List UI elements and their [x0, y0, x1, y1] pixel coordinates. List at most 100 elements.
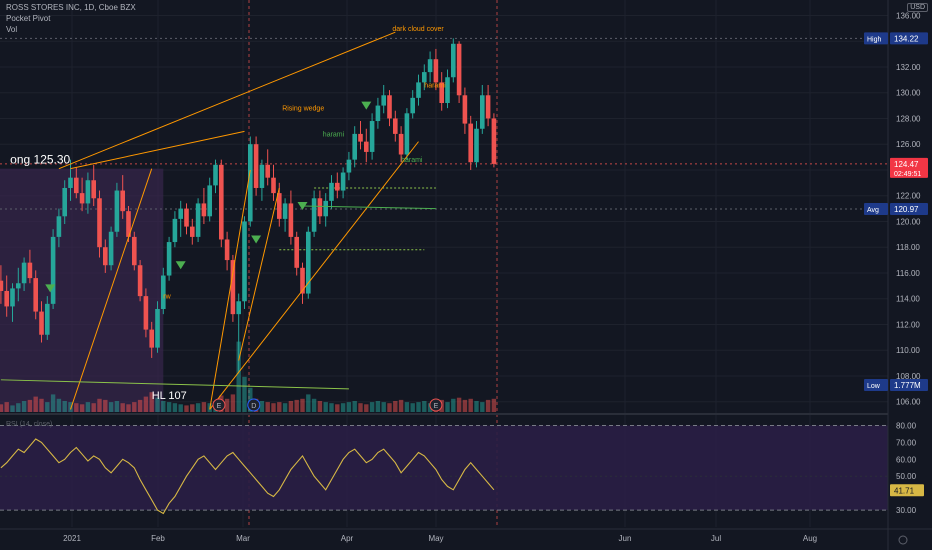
candle-body [462, 95, 468, 124]
date-tick-label: Apr [341, 534, 354, 543]
event-marker-label: E [217, 403, 222, 410]
volume-bar [224, 398, 230, 412]
candle [422, 64, 427, 91]
rsi-tick-label: 30.00 [896, 506, 917, 515]
volume-bar [311, 398, 317, 412]
candle-body [56, 216, 62, 237]
candle [161, 267, 166, 315]
pocket-pivot-marker [175, 261, 186, 270]
volume-bar [108, 402, 114, 412]
price-tick-label: 106.00 [896, 398, 921, 407]
candle-body [230, 260, 236, 315]
candle [137, 260, 143, 302]
currency-badge[interactable]: USD [907, 3, 928, 12]
price-tick-label: 136.00 [896, 11, 921, 20]
volume-bar [184, 405, 189, 412]
candle [230, 254, 236, 322]
candle [195, 198, 201, 243]
volume-bar [190, 404, 195, 412]
candle [364, 128, 369, 163]
candle [114, 182, 120, 237]
volume-bar [410, 403, 415, 412]
event-marker-label: E [434, 403, 439, 410]
volume-bar [375, 401, 381, 412]
candle-body [369, 121, 375, 152]
candle [456, 41, 462, 103]
candle-body [445, 77, 450, 103]
candle [91, 164, 96, 206]
candle [485, 84, 491, 127]
event-marker-circle [429, 398, 443, 412]
candle-body [39, 311, 44, 335]
price-tick-label: 120.00 [896, 217, 921, 226]
candle [120, 175, 125, 219]
trend-line [0, 379, 349, 390]
price-tick-label: 116.00 [896, 269, 920, 278]
candle [248, 136, 253, 227]
volume-bar [445, 402, 450, 412]
candle [132, 231, 137, 271]
candle-body [335, 182, 340, 191]
trend-line [238, 187, 280, 361]
candle [404, 108, 410, 160]
candle-body [311, 198, 317, 232]
candle [259, 159, 265, 201]
price-tick-label: 112.00 [896, 320, 920, 329]
volume-bar [39, 398, 44, 412]
event-marker: D [247, 398, 261, 412]
symbol-title: ROSS STORES INC, 1D, Cboe BZX [6, 3, 136, 12]
candle-body [224, 239, 230, 261]
candle [74, 167, 79, 199]
pocket-pivot-marker [45, 284, 56, 293]
price-badge-value-bg [890, 378, 928, 391]
candle-body [219, 164, 224, 240]
candle-body [277, 193, 282, 219]
volume-bar [404, 402, 410, 412]
candle [16, 267, 21, 302]
candle [369, 113, 375, 160]
candle-body [427, 59, 433, 73]
volume-bar [416, 402, 421, 412]
candle [340, 167, 346, 199]
candle-body [27, 262, 33, 279]
candle [103, 239, 108, 273]
candle-body [126, 211, 131, 237]
candle-body [91, 180, 96, 199]
volume-bar [468, 398, 473, 412]
candle [21, 257, 27, 291]
volume-bar [456, 397, 462, 412]
volume-bar [329, 403, 334, 412]
candle [253, 136, 259, 196]
candle [45, 296, 50, 340]
price-badge-label: Low [867, 383, 881, 390]
candle-body [114, 190, 120, 232]
candle-body [456, 43, 462, 96]
chart-annotation: harami [323, 131, 345, 138]
candle-body [451, 43, 456, 78]
candle-body [149, 329, 154, 348]
candle-body [0, 280, 4, 291]
candle [166, 236, 172, 281]
candle [416, 74, 421, 106]
rsi-tick-label: 70.00 [896, 438, 917, 447]
candle-body [85, 180, 91, 204]
volume-bar [271, 403, 276, 412]
candle-body [236, 301, 241, 315]
volume-bar [393, 401, 398, 412]
candle [213, 159, 218, 194]
price-badge-label: Avg [867, 207, 879, 214]
candle-body [317, 198, 323, 217]
price-badge-subtext: 02:49:51 [894, 171, 921, 178]
candle [242, 216, 247, 309]
rsi-band [0, 425, 888, 511]
candle-body [178, 208, 183, 219]
candle-body [143, 296, 149, 330]
candle-body [340, 172, 346, 191]
candle-body [300, 267, 305, 294]
candle-body [120, 190, 125, 212]
volume-bar [0, 404, 4, 412]
candle-body [184, 208, 189, 227]
candle [201, 187, 207, 225]
